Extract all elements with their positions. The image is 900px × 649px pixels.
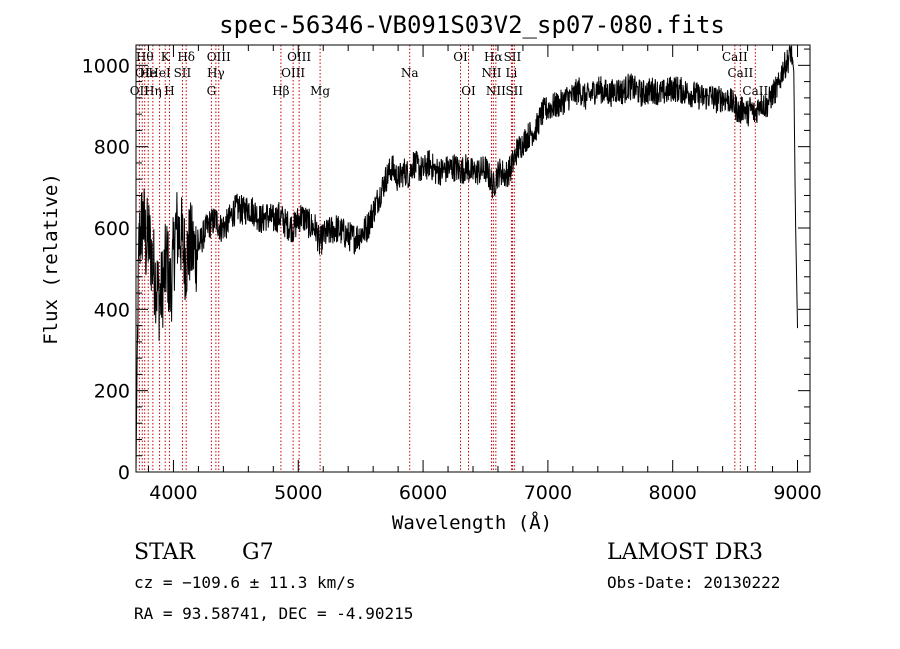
- x-tick-label: 5000: [274, 482, 322, 504]
- line-marker-label: Hα: [484, 50, 503, 64]
- line-marker-label: SII: [174, 66, 192, 80]
- line-marker-label: CaII: [742, 84, 768, 98]
- line-marker-label: OIII: [287, 50, 311, 64]
- line-marker-label: Hβ: [272, 84, 289, 98]
- line-marker-label: Na: [401, 66, 419, 80]
- y-tick-label: 600: [94, 218, 130, 240]
- line-marker-label: OII: [130, 84, 150, 98]
- velocity-readout: cz = −109.6 ± 11.3 km/s: [134, 573, 356, 592]
- line-marker-label: Hθ: [136, 50, 154, 64]
- chart-title: spec-56346-VB091S03V2_sp07-080.fits: [219, 11, 725, 39]
- object-class: STAR: [134, 540, 196, 565]
- line-marker-label: SII: [505, 84, 523, 98]
- line-marker-label: He: [139, 66, 157, 80]
- x-tick-label: 6000: [399, 482, 447, 504]
- line-marker-label: Hδ: [177, 50, 195, 64]
- line-marker-label: HeI: [148, 66, 171, 80]
- line-marker-label: NII: [481, 66, 501, 80]
- line-marker-label: Hη: [144, 84, 162, 98]
- x-tick-label: 9000: [773, 482, 821, 504]
- y-tick-label: 800: [94, 137, 130, 159]
- line-marker-label: Hγ: [207, 66, 225, 80]
- line-marker-label: CaII: [722, 50, 748, 64]
- line-marker-label: OI: [453, 50, 468, 64]
- y-tick-label: 0: [118, 462, 130, 484]
- x-tick-label: 4000: [149, 482, 197, 504]
- line-marker-label: NII: [486, 84, 506, 98]
- x-axis-ticks: 4000 5000 6000 7000 8000 9000: [147, 45, 822, 504]
- object-subclass: G7: [242, 540, 274, 565]
- y-tick-label: 200: [94, 381, 130, 403]
- line-marker-label: Mg: [310, 84, 330, 98]
- line-marker-label: G: [207, 84, 217, 98]
- line-marker-label: OIII: [281, 66, 305, 80]
- line-markers: [138, 45, 756, 472]
- survey-name: LAMOST DR3: [607, 540, 763, 565]
- x-tick-label: 8000: [649, 482, 697, 504]
- plot-frame: [135, 44, 811, 473]
- spectrum-line: [135, 45, 798, 473]
- y-tick-label: 400: [94, 299, 130, 321]
- x-axis-label: Wavelength (Å): [392, 511, 552, 534]
- line-marker-labels: OIIOIHθHeHηHeIKHSIIHδGHγOIIIHβOIIIOIIIMg…: [130, 50, 769, 98]
- line-marker-label: OI: [461, 84, 476, 98]
- line-marker-label: OI: [135, 66, 150, 80]
- y-tick-label: 1000: [82, 55, 130, 77]
- line-marker-label: H: [164, 84, 174, 98]
- line-marker-label: Li: [506, 66, 518, 80]
- line-marker-label: CaII: [727, 66, 753, 80]
- x-tick-label: 7000: [524, 482, 572, 504]
- obs-date: Obs-Date: 20130222: [607, 573, 780, 592]
- y-axis-ticks: 0 200 400 600 800 1000: [82, 48, 810, 484]
- line-marker-label: K: [161, 50, 171, 64]
- y-axis-label: Flux (relative): [40, 173, 62, 345]
- coordinates: RA = 93.58741, DEC = -4.90215: [134, 604, 413, 623]
- line-marker-label: OIII: [207, 50, 231, 64]
- line-marker-label: SII: [504, 50, 522, 64]
